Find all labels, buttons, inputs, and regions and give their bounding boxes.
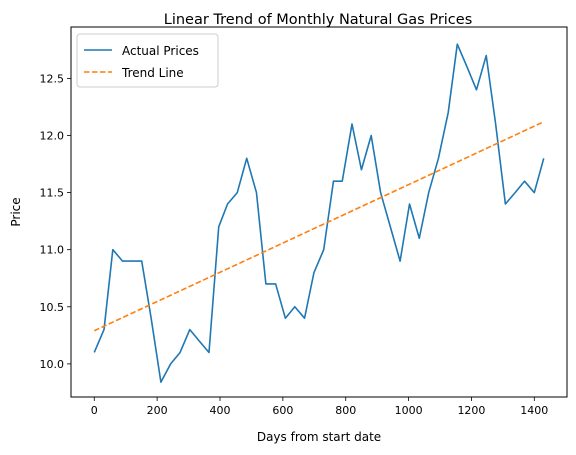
x-tick-label: 0 [91,404,98,417]
x-tick-label: 600 [272,404,293,417]
series-line-trend-line [93,121,545,332]
legend-label-actual-prices: Actual Prices [122,44,199,58]
x-tick-label: 400 [209,404,230,417]
legend-box [76,33,219,88]
y-tick-label: 11.0 [40,244,65,257]
y-axis-label: Price [9,197,23,226]
x-axis-label: Days from start date [257,430,381,444]
legend: Actual Prices Trend Line [76,33,219,88]
x-tick-label: 1000 [395,404,423,417]
plot-area [70,26,568,398]
plot-frame [70,26,568,398]
y-tick-label: 12.0 [40,129,65,142]
y-tick-label: 11.5 [40,187,65,200]
y-tick-label: 12.5 [40,72,65,85]
y-axis: 10.0 10.5 11.0 11.5 12.0 12.5 [40,72,71,371]
x-axis: 0 200 400 600 800 1000 1200 1400 [91,397,548,417]
x-tick-label: 200 [147,404,168,417]
x-tick-label: 800 [335,404,356,417]
series-line-actual-prices [93,43,545,383]
chart-title: Linear Trend of Monthly Natural Gas Pric… [164,12,473,28]
y-tick-label: 10.5 [40,301,65,314]
series-layer [93,43,545,383]
y-tick-label: 10.0 [40,358,65,371]
x-tick-label: 1200 [457,404,485,417]
x-tick-label: 1400 [520,404,548,417]
legend-label-trend-line: Trend Line [121,66,184,80]
